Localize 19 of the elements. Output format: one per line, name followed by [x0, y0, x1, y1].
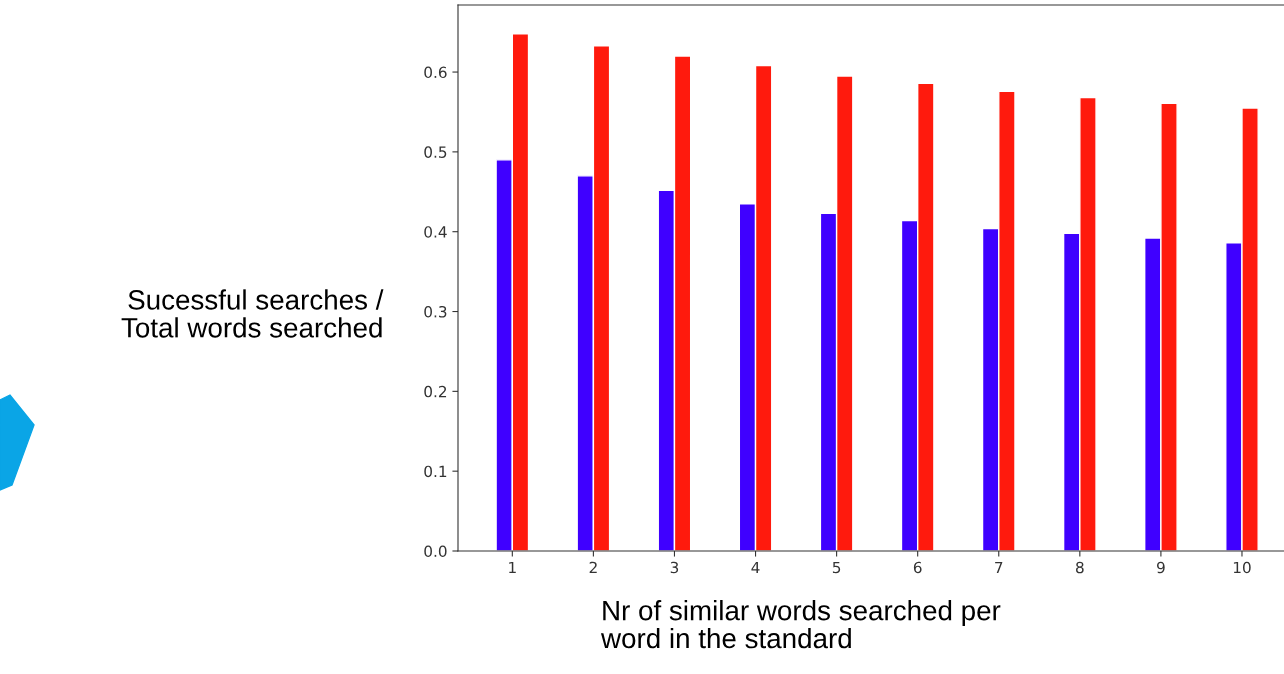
x-tick-label: 8: [1076, 561, 1084, 574]
x-tick-label: 2: [589, 561, 597, 574]
y-axis-title: Sucessful searches / Total words searched: [121, 289, 384, 338]
x-tick-label: 3: [670, 561, 679, 574]
x-tick-label: 5: [832, 561, 841, 574]
y-tick-label: 0.3: [424, 305, 447, 318]
y-tick-label: 0.0: [424, 545, 447, 558]
y-tick-label: 0.1: [424, 465, 447, 478]
x-tick-label: 1: [509, 561, 516, 574]
y-tick-label: 0.2: [424, 385, 447, 398]
y-tick-label: 0.4: [424, 226, 447, 238]
x-tick-label: 9: [1157, 561, 1165, 574]
x-axis-title: Nr of similar words searched per word in the standard: [600, 600, 1001, 649]
y-tick-label: 0.6: [424, 66, 447, 79]
x-tick-label: 10: [1233, 561, 1251, 574]
x-tick-label: 7: [995, 561, 1003, 574]
x-tick-label: 6: [913, 561, 922, 574]
y-tick-label: 0.5: [424, 146, 447, 158]
x-tick-label: 4: [751, 561, 760, 574]
